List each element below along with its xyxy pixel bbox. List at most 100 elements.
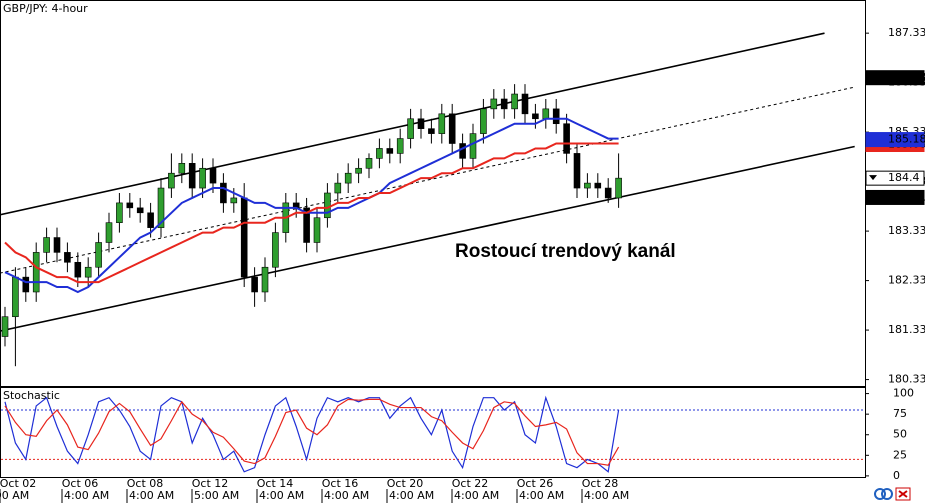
main-pane bbox=[0, 0, 866, 387]
price-label-box bbox=[865, 132, 925, 148]
moving-average bbox=[4, 142, 619, 284]
x-time-label: 4:00 AM bbox=[324, 489, 369, 502]
candle-body bbox=[324, 192, 331, 219]
link-icon[interactable] bbox=[881, 488, 893, 500]
candle-body bbox=[552, 108, 560, 125]
candle-body bbox=[438, 113, 446, 134]
candle-body bbox=[428, 128, 435, 134]
candle-body bbox=[490, 98, 498, 110]
chart-title: GBP/JPY: 4-hour bbox=[3, 2, 88, 15]
candle-body bbox=[116, 202, 123, 223]
x-date-label: Oct 12 bbox=[192, 477, 229, 490]
channel-line bbox=[1, 86, 855, 274]
x-time-label: 4:00 AM bbox=[454, 489, 499, 502]
price-arrow bbox=[869, 175, 877, 181]
candle-body bbox=[157, 187, 165, 228]
price-label-box bbox=[865, 170, 925, 186]
x-date-label: Oct 26 bbox=[517, 477, 554, 490]
candle-body bbox=[532, 113, 539, 120]
stochastic-pane bbox=[0, 387, 866, 478]
candle-body bbox=[95, 242, 102, 268]
y-tick-label: 180.33 bbox=[888, 373, 925, 386]
candle-body bbox=[365, 158, 373, 169]
candle-body bbox=[511, 93, 518, 110]
moving-average bbox=[4, 117, 619, 294]
candle-body bbox=[168, 172, 175, 189]
x-time-label: 4:00 AM bbox=[259, 489, 304, 502]
x-time-label: 4:00 AM bbox=[64, 489, 109, 502]
candle-body bbox=[448, 113, 456, 144]
close-x bbox=[898, 490, 908, 498]
stochastic-title: Stochastic bbox=[3, 389, 60, 402]
stoch-line bbox=[4, 395, 620, 473]
candle-body bbox=[584, 182, 591, 189]
candle-body bbox=[521, 93, 529, 115]
candle-body bbox=[74, 261, 82, 278]
candle-body bbox=[32, 252, 40, 293]
price-label-box bbox=[865, 70, 925, 86]
x-date-label: Oct 08 bbox=[127, 477, 164, 490]
x-time-label: 5:00 AM bbox=[194, 489, 239, 502]
x-date-label: Oct 14 bbox=[257, 477, 294, 490]
x-date-label: Oct 28 bbox=[582, 477, 619, 490]
candle-body bbox=[230, 197, 238, 204]
candle-body bbox=[500, 98, 508, 110]
price-label-box bbox=[865, 189, 925, 205]
price-label: 184.01 bbox=[888, 190, 925, 203]
candle-body bbox=[376, 148, 383, 159]
candle-body bbox=[12, 276, 19, 318]
channel-line bbox=[1, 145, 855, 332]
candle-body bbox=[313, 217, 321, 243]
x-date-label: Oct 22 bbox=[452, 477, 489, 490]
candle-body bbox=[22, 276, 30, 293]
plot-area bbox=[1, 32, 855, 367]
x-time-label: 4:00 AM bbox=[519, 489, 564, 502]
y-tick-label: 183.33 bbox=[888, 224, 925, 237]
stoch-tick-label: 50 bbox=[893, 428, 907, 441]
candle-body bbox=[1, 316, 9, 337]
candle-body bbox=[220, 182, 227, 204]
candle-body bbox=[386, 148, 394, 154]
candle-body bbox=[469, 133, 477, 159]
toolbar-icons[interactable] bbox=[874, 487, 911, 501]
candle-body bbox=[209, 167, 217, 184]
candle-body bbox=[604, 187, 612, 199]
x-date-label: Oct 06 bbox=[62, 477, 99, 490]
candle-body bbox=[355, 167, 362, 174]
candle-body bbox=[563, 123, 570, 154]
candle-body bbox=[334, 182, 342, 194]
candle-body bbox=[84, 266, 92, 278]
candle-body bbox=[542, 108, 550, 120]
candle-body bbox=[199, 167, 206, 189]
candle-body bbox=[480, 108, 487, 134]
y-tick-label: 187.33 bbox=[888, 26, 925, 39]
candle-body bbox=[105, 222, 113, 243]
price-label: 184.4 bbox=[888, 171, 920, 184]
candle-body bbox=[126, 202, 134, 209]
x-date-label: Oct 20 bbox=[387, 477, 424, 490]
candle-body bbox=[147, 212, 154, 228]
stoch-tick-label: 25 bbox=[893, 448, 907, 461]
candle-body bbox=[417, 118, 425, 129]
candle-body bbox=[573, 153, 581, 189]
annotation: Rostoucí trendový kanál bbox=[455, 241, 676, 262]
candle-body bbox=[261, 266, 269, 293]
candle-body bbox=[53, 237, 61, 253]
candle-body bbox=[272, 232, 279, 268]
candle-body bbox=[43, 237, 50, 253]
candle-body bbox=[303, 207, 310, 243]
x-date-label: Oct 02 bbox=[0, 477, 36, 490]
stoch-tick-label: 0 bbox=[893, 469, 900, 482]
candle-body bbox=[251, 276, 258, 293]
candle-body bbox=[188, 163, 196, 189]
x-time-label: 4:00 AM bbox=[584, 489, 629, 502]
candle-body bbox=[594, 182, 602, 189]
x-time-label: 6:00 AM bbox=[0, 489, 29, 502]
y-tick-label: 181.33 bbox=[888, 323, 925, 336]
stoch-tick-label: 75 bbox=[893, 407, 907, 420]
x-date-label: Oct 16 bbox=[322, 477, 359, 490]
link-icon[interactable] bbox=[874, 488, 886, 500]
candle-body bbox=[615, 177, 622, 199]
candle-body bbox=[459, 143, 466, 159]
